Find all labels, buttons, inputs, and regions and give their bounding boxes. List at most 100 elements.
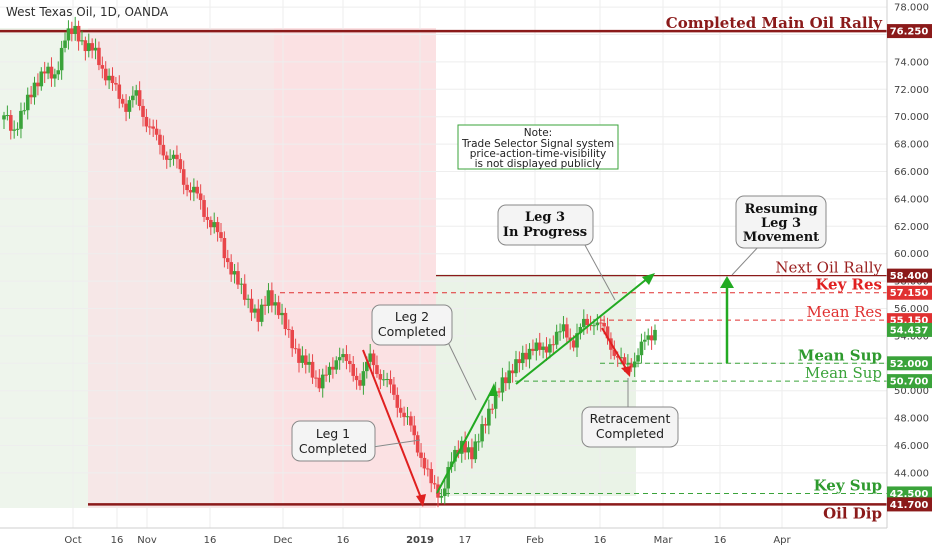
candle-body bbox=[575, 333, 579, 348]
price-tags: 76.250 58.400 57.150 55.150 52.000 50.700 42.5… bbox=[887, 24, 932, 512]
candle-body bbox=[446, 467, 450, 489]
candle-body bbox=[215, 222, 220, 233]
candle-body bbox=[63, 40, 67, 48]
price-tag-label: 52.000 bbox=[890, 359, 929, 370]
candle-body bbox=[341, 354, 345, 358]
price-tick-label: 74.000 bbox=[894, 57, 929, 68]
candle-body bbox=[331, 366, 335, 370]
note-line-1: Note: bbox=[524, 127, 552, 139]
price-tag-label: 41.700 bbox=[890, 500, 929, 511]
candle-body bbox=[134, 90, 139, 96]
candle-body bbox=[127, 100, 132, 112]
candle-body bbox=[120, 98, 125, 104]
time-tick-label: 16 bbox=[111, 535, 124, 546]
candle-body bbox=[585, 318, 589, 326]
candle-body bbox=[324, 374, 328, 376]
candle-body bbox=[537, 342, 542, 350]
time-tick-label: 16 bbox=[337, 535, 350, 546]
price-tag-label: 58.400 bbox=[890, 271, 929, 282]
candle-body bbox=[270, 290, 274, 306]
candle-body bbox=[476, 441, 481, 443]
candle-body bbox=[307, 361, 311, 365]
candle-body bbox=[544, 346, 549, 353]
candle-body bbox=[249, 298, 254, 313]
callout-retracement: Retracement Completed bbox=[581, 378, 679, 448]
candle-body bbox=[320, 374, 325, 389]
candle-body bbox=[507, 370, 512, 384]
candle-body bbox=[375, 365, 379, 375]
candle-body bbox=[351, 364, 356, 376]
candle-body bbox=[626, 363, 630, 365]
candle-body bbox=[100, 65, 105, 69]
candle-body bbox=[59, 47, 64, 71]
price-tick-label: 46.000 bbox=[894, 441, 929, 452]
candle-body bbox=[643, 339, 647, 342]
candle-body bbox=[385, 378, 389, 380]
candle-body bbox=[632, 361, 637, 368]
candle-body bbox=[188, 190, 193, 193]
pre-rally-zone bbox=[88, 28, 274, 508]
time-tick-label: 16 bbox=[714, 535, 727, 546]
resume-arrow-head bbox=[720, 276, 734, 288]
candle-body bbox=[493, 391, 498, 409]
candle-body bbox=[15, 128, 20, 130]
candle-body bbox=[283, 312, 288, 330]
candle-body bbox=[500, 377, 505, 393]
candle-body bbox=[361, 371, 366, 386]
note-box: Note: Trade Selector Signal system price… bbox=[457, 124, 619, 170]
time-axis-ticks: Oct 16 Nov 16 Dec 16 2019 17 Feb 16 Mar 16 Apr bbox=[64, 535, 791, 546]
candle-body bbox=[629, 363, 634, 368]
candle-body bbox=[236, 271, 240, 285]
candle-body bbox=[504, 377, 508, 384]
candle-body bbox=[314, 377, 318, 379]
candle-body bbox=[487, 408, 491, 426]
candle-body bbox=[371, 353, 376, 366]
candle-body bbox=[358, 380, 362, 386]
candle-body bbox=[147, 126, 152, 128]
candle-body bbox=[598, 322, 603, 324]
candle-body bbox=[205, 216, 210, 220]
candle-body bbox=[473, 441, 478, 460]
candle-body bbox=[276, 302, 281, 316]
candle-body bbox=[463, 440, 467, 453]
candle-body bbox=[131, 95, 135, 101]
candle-body bbox=[310, 361, 315, 378]
leg1-arrow-head bbox=[416, 494, 426, 507]
candle-body bbox=[581, 318, 586, 328]
candle-body bbox=[480, 424, 484, 442]
price-tag-label: 50.700 bbox=[890, 377, 929, 388]
time-tick-label: Apr bbox=[773, 535, 791, 546]
candle-body bbox=[432, 483, 437, 485]
time-tick-label: 17 bbox=[459, 535, 472, 546]
candle-body bbox=[520, 352, 525, 364]
candle-body bbox=[124, 103, 128, 112]
candle-body bbox=[46, 66, 50, 74]
time-tick-label: Feb bbox=[526, 535, 544, 546]
candle-body bbox=[209, 219, 213, 228]
candle-body bbox=[405, 416, 410, 418]
leg1-line-1: Leg 1 bbox=[316, 426, 350, 441]
time-tick-label: Dec bbox=[273, 535, 292, 546]
candle-body bbox=[39, 71, 44, 87]
candle-body bbox=[344, 354, 349, 361]
candle-body bbox=[273, 302, 278, 306]
price-axis-bg bbox=[887, 0, 932, 528]
price-tag-bg bbox=[887, 268, 932, 283]
candle-body bbox=[2, 115, 6, 120]
candle-body bbox=[287, 329, 291, 331]
candle-body bbox=[168, 158, 172, 160]
candle-body bbox=[141, 105, 145, 117]
leg2-line-2: Completed bbox=[378, 324, 446, 339]
candle-body bbox=[19, 110, 23, 129]
candle-body bbox=[90, 43, 94, 51]
candle-body bbox=[151, 126, 155, 129]
candle-body bbox=[158, 134, 162, 145]
candle-body bbox=[565, 324, 569, 338]
leg2-arrow-head bbox=[488, 383, 498, 396]
candle-body bbox=[524, 352, 528, 360]
candle-body bbox=[364, 361, 369, 372]
candle-body bbox=[534, 342, 539, 351]
candle-body bbox=[222, 238, 227, 259]
time-tick-label: 2019 bbox=[406, 535, 434, 546]
note-line-3: price-action-time-visibility bbox=[470, 148, 607, 160]
